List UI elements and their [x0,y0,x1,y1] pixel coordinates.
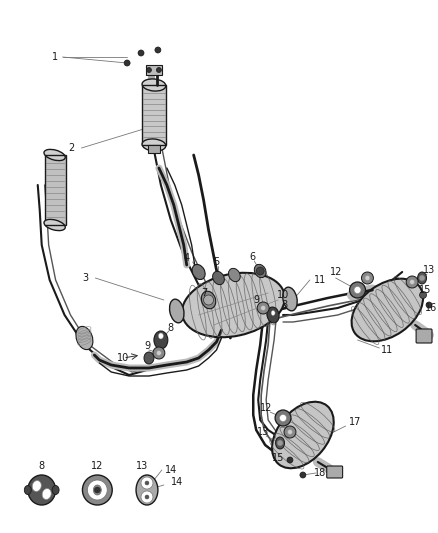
Circle shape [145,495,149,499]
Ellipse shape [28,475,56,505]
Text: 13: 13 [257,427,269,437]
Circle shape [350,282,365,298]
Text: 9: 9 [253,295,259,305]
Ellipse shape [272,402,334,469]
Text: 18: 18 [314,468,326,478]
Circle shape [410,279,415,285]
Circle shape [156,351,161,356]
Text: 5: 5 [213,257,219,267]
Circle shape [287,430,293,434]
Text: 8: 8 [39,461,45,471]
Ellipse shape [144,352,154,364]
Text: 10: 10 [277,290,289,300]
Ellipse shape [267,307,279,323]
Circle shape [94,487,100,493]
Text: 11: 11 [314,275,326,285]
Ellipse shape [136,475,158,505]
Circle shape [141,477,153,489]
Circle shape [277,440,283,446]
Ellipse shape [25,486,31,495]
Circle shape [257,302,269,314]
Ellipse shape [201,291,216,309]
Circle shape [300,472,306,478]
Circle shape [124,60,130,66]
Text: 8: 8 [168,323,174,333]
Circle shape [426,302,432,308]
FancyBboxPatch shape [45,155,66,225]
Circle shape [82,475,112,505]
FancyBboxPatch shape [148,145,160,153]
FancyBboxPatch shape [327,466,343,478]
Text: 15: 15 [272,453,284,463]
Text: 14: 14 [171,477,183,487]
Circle shape [156,68,161,72]
Ellipse shape [142,139,166,151]
Text: 8: 8 [281,300,287,310]
Circle shape [145,481,149,485]
Circle shape [406,276,418,288]
Circle shape [155,47,161,53]
Text: 1: 1 [52,52,58,62]
Text: 12: 12 [329,267,342,277]
Text: 13: 13 [423,265,435,275]
Ellipse shape [170,299,184,323]
Text: 14: 14 [165,465,177,475]
Text: 11: 11 [381,345,393,355]
Ellipse shape [154,331,168,349]
Ellipse shape [212,271,224,285]
Circle shape [419,275,425,281]
Text: 7: 7 [201,288,208,298]
Text: 16: 16 [425,303,437,313]
Text: 12: 12 [260,403,272,413]
Ellipse shape [271,311,275,316]
Text: 4: 4 [184,253,190,263]
Ellipse shape [44,149,65,160]
Circle shape [256,267,264,275]
Circle shape [153,347,165,359]
Circle shape [420,292,427,298]
Circle shape [146,68,152,72]
Ellipse shape [192,264,205,279]
FancyBboxPatch shape [146,65,162,75]
Ellipse shape [283,287,297,311]
Ellipse shape [52,486,59,495]
Text: 9: 9 [144,341,150,351]
Text: 2: 2 [68,143,74,153]
Text: 13: 13 [136,461,148,471]
Circle shape [88,480,107,500]
Circle shape [287,457,293,463]
Ellipse shape [44,220,65,231]
Ellipse shape [276,437,285,449]
Text: 10: 10 [117,353,129,363]
Ellipse shape [229,268,240,281]
Ellipse shape [182,273,285,337]
Ellipse shape [142,79,166,91]
Circle shape [261,305,266,311]
Text: 15: 15 [419,285,431,295]
Circle shape [284,426,296,438]
Circle shape [141,491,153,503]
Ellipse shape [159,333,163,339]
FancyBboxPatch shape [142,85,166,145]
Circle shape [354,287,361,294]
Ellipse shape [417,272,427,284]
Circle shape [365,276,370,280]
Ellipse shape [42,489,51,499]
Ellipse shape [352,279,423,341]
FancyBboxPatch shape [416,329,432,343]
Text: 3: 3 [82,273,88,283]
Circle shape [361,272,374,284]
Circle shape [138,50,144,56]
Ellipse shape [254,264,266,278]
Circle shape [204,295,213,305]
Text: 12: 12 [91,461,103,471]
Ellipse shape [76,326,93,350]
Text: 6: 6 [249,252,255,262]
Ellipse shape [93,485,101,495]
Circle shape [275,410,291,426]
Circle shape [279,415,286,422]
Ellipse shape [32,481,41,491]
Text: 17: 17 [350,417,362,427]
